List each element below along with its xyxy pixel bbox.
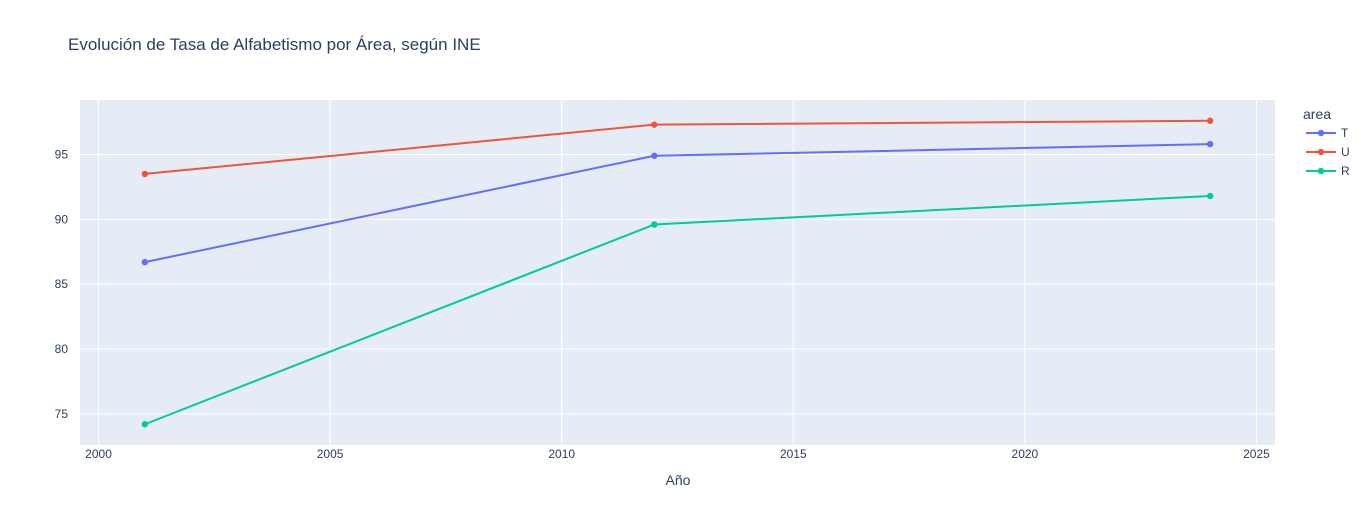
x-tick-label: 2000 bbox=[85, 447, 112, 461]
data-point[interactable] bbox=[141, 421, 149, 428]
x-tick-label: 2025 bbox=[1243, 447, 1270, 461]
data-point[interactable] bbox=[1206, 192, 1214, 200]
y-tick-label: 80 bbox=[55, 342, 69, 356]
series-group bbox=[141, 117, 1214, 428]
y-tick-label: 90 bbox=[55, 212, 69, 226]
legend[interactable]: area TUR bbox=[1303, 106, 1350, 178]
data-point[interactable] bbox=[651, 152, 658, 159]
data-point[interactable] bbox=[141, 258, 149, 266]
x-axis-title: Año bbox=[666, 472, 691, 488]
x-tick-label: 2005 bbox=[317, 447, 344, 461]
gridlines bbox=[80, 100, 1275, 445]
y-tick-label: 95 bbox=[55, 147, 69, 161]
y-axis-ticks: 75 80 85 90 95 bbox=[55, 147, 69, 420]
legend-swatch-marker bbox=[1317, 167, 1325, 175]
data-point[interactable] bbox=[651, 221, 658, 228]
data-point[interactable] bbox=[141, 170, 149, 178]
legend-title: area bbox=[1303, 106, 1331, 122]
data-point[interactable] bbox=[1206, 140, 1214, 148]
x-tick-label: 2015 bbox=[780, 447, 807, 461]
data-point[interactable] bbox=[1206, 117, 1214, 124]
legend-swatch-marker bbox=[1317, 129, 1325, 137]
plot-area bbox=[80, 100, 1275, 445]
x-tick-label: 2010 bbox=[548, 447, 575, 461]
x-tick-label: 2020 bbox=[1012, 447, 1039, 461]
legend-item-label[interactable]: U bbox=[1341, 145, 1350, 159]
legend-swatch-marker bbox=[1317, 148, 1325, 156]
chart-title: Evolución de Tasa de Alfabetismo por Áre… bbox=[68, 35, 481, 54]
y-tick-label: 85 bbox=[55, 277, 69, 291]
x-axis-ticks: 2000 2005 2010 2015 2020 2025 bbox=[85, 447, 1270, 461]
legend-item-label[interactable]: R bbox=[1341, 164, 1350, 178]
y-tick-label: 75 bbox=[55, 407, 69, 421]
legend-item-label[interactable]: T bbox=[1341, 126, 1349, 140]
data-point[interactable] bbox=[651, 121, 658, 128]
